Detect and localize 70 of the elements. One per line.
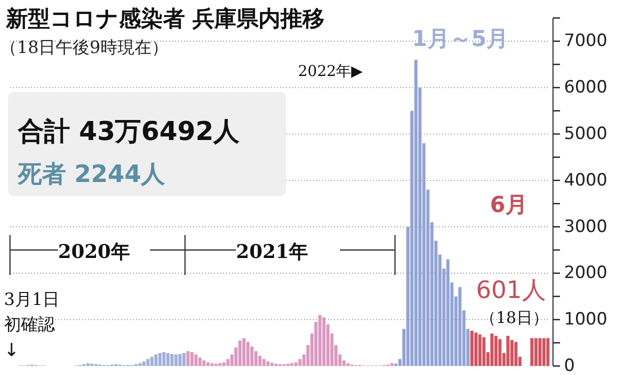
bar [414,60,418,366]
bar [538,338,542,366]
annotation: 2022年▶ [298,62,364,80]
bar [210,363,214,366]
annotation: 601人 [476,276,546,304]
bar [482,337,486,366]
bar [242,338,246,366]
bar [158,353,162,366]
annotation: 2020年 [58,241,130,263]
bar [142,361,146,366]
annotation: 初確認 [4,315,55,335]
bar [346,363,350,366]
bar [182,353,186,366]
y-tick-label: 7000 [564,31,608,52]
bar [178,354,182,366]
bar [162,352,166,366]
bar [530,338,534,366]
bar [154,354,158,366]
bar [146,359,150,366]
bar [446,259,450,366]
annotation: （18日） [480,308,548,327]
y-tick-label: 1000 [564,310,608,330]
annotation: 1月～5月 [412,27,509,52]
y-tick-label: 3000 [564,216,608,237]
bar [170,354,174,366]
y-tick-label: 2000 [564,263,608,284]
bar [514,342,518,366]
bar [174,354,178,366]
bar [194,354,198,366]
bar [218,363,222,366]
annotation: 6月 [490,193,528,218]
bar [510,340,514,366]
y-tick-label: 6000 [564,78,608,98]
bar [542,338,546,366]
annotation: 3月1日 [4,290,60,310]
annotation: 2021年 [236,241,308,263]
bar [390,363,394,366]
bar [506,336,510,366]
bar [470,330,474,366]
annotation: ↓ [4,340,20,361]
bar [202,360,206,366]
y-tick-label: 5000 [564,124,608,144]
annotation: 合計 43万6492人 [17,117,241,147]
bar [290,363,294,366]
bar [534,338,538,366]
bar [198,358,202,366]
bar [498,339,502,366]
bar [150,356,154,366]
bar [322,317,326,366]
bar [238,340,242,366]
bar [138,363,142,366]
bar [186,351,190,366]
text: （18日午後9時現在） [0,38,168,58]
bar [458,287,462,366]
bar [262,359,266,366]
annotation: 死者 2244人 [17,160,166,188]
bar [166,353,170,366]
chart-title: 新型コロナ感染者 兵庫県内推移 [5,6,325,32]
bar [494,336,498,366]
y-tick-label: 0 [564,356,575,375]
bar [190,352,194,366]
bar [474,332,478,366]
y-tick-label: 4000 [564,170,608,190]
bar [546,338,550,366]
bar [86,363,90,366]
bar [490,334,494,366]
bar [318,314,322,366]
bar [478,334,482,366]
bar [266,361,270,366]
bar [246,342,250,366]
